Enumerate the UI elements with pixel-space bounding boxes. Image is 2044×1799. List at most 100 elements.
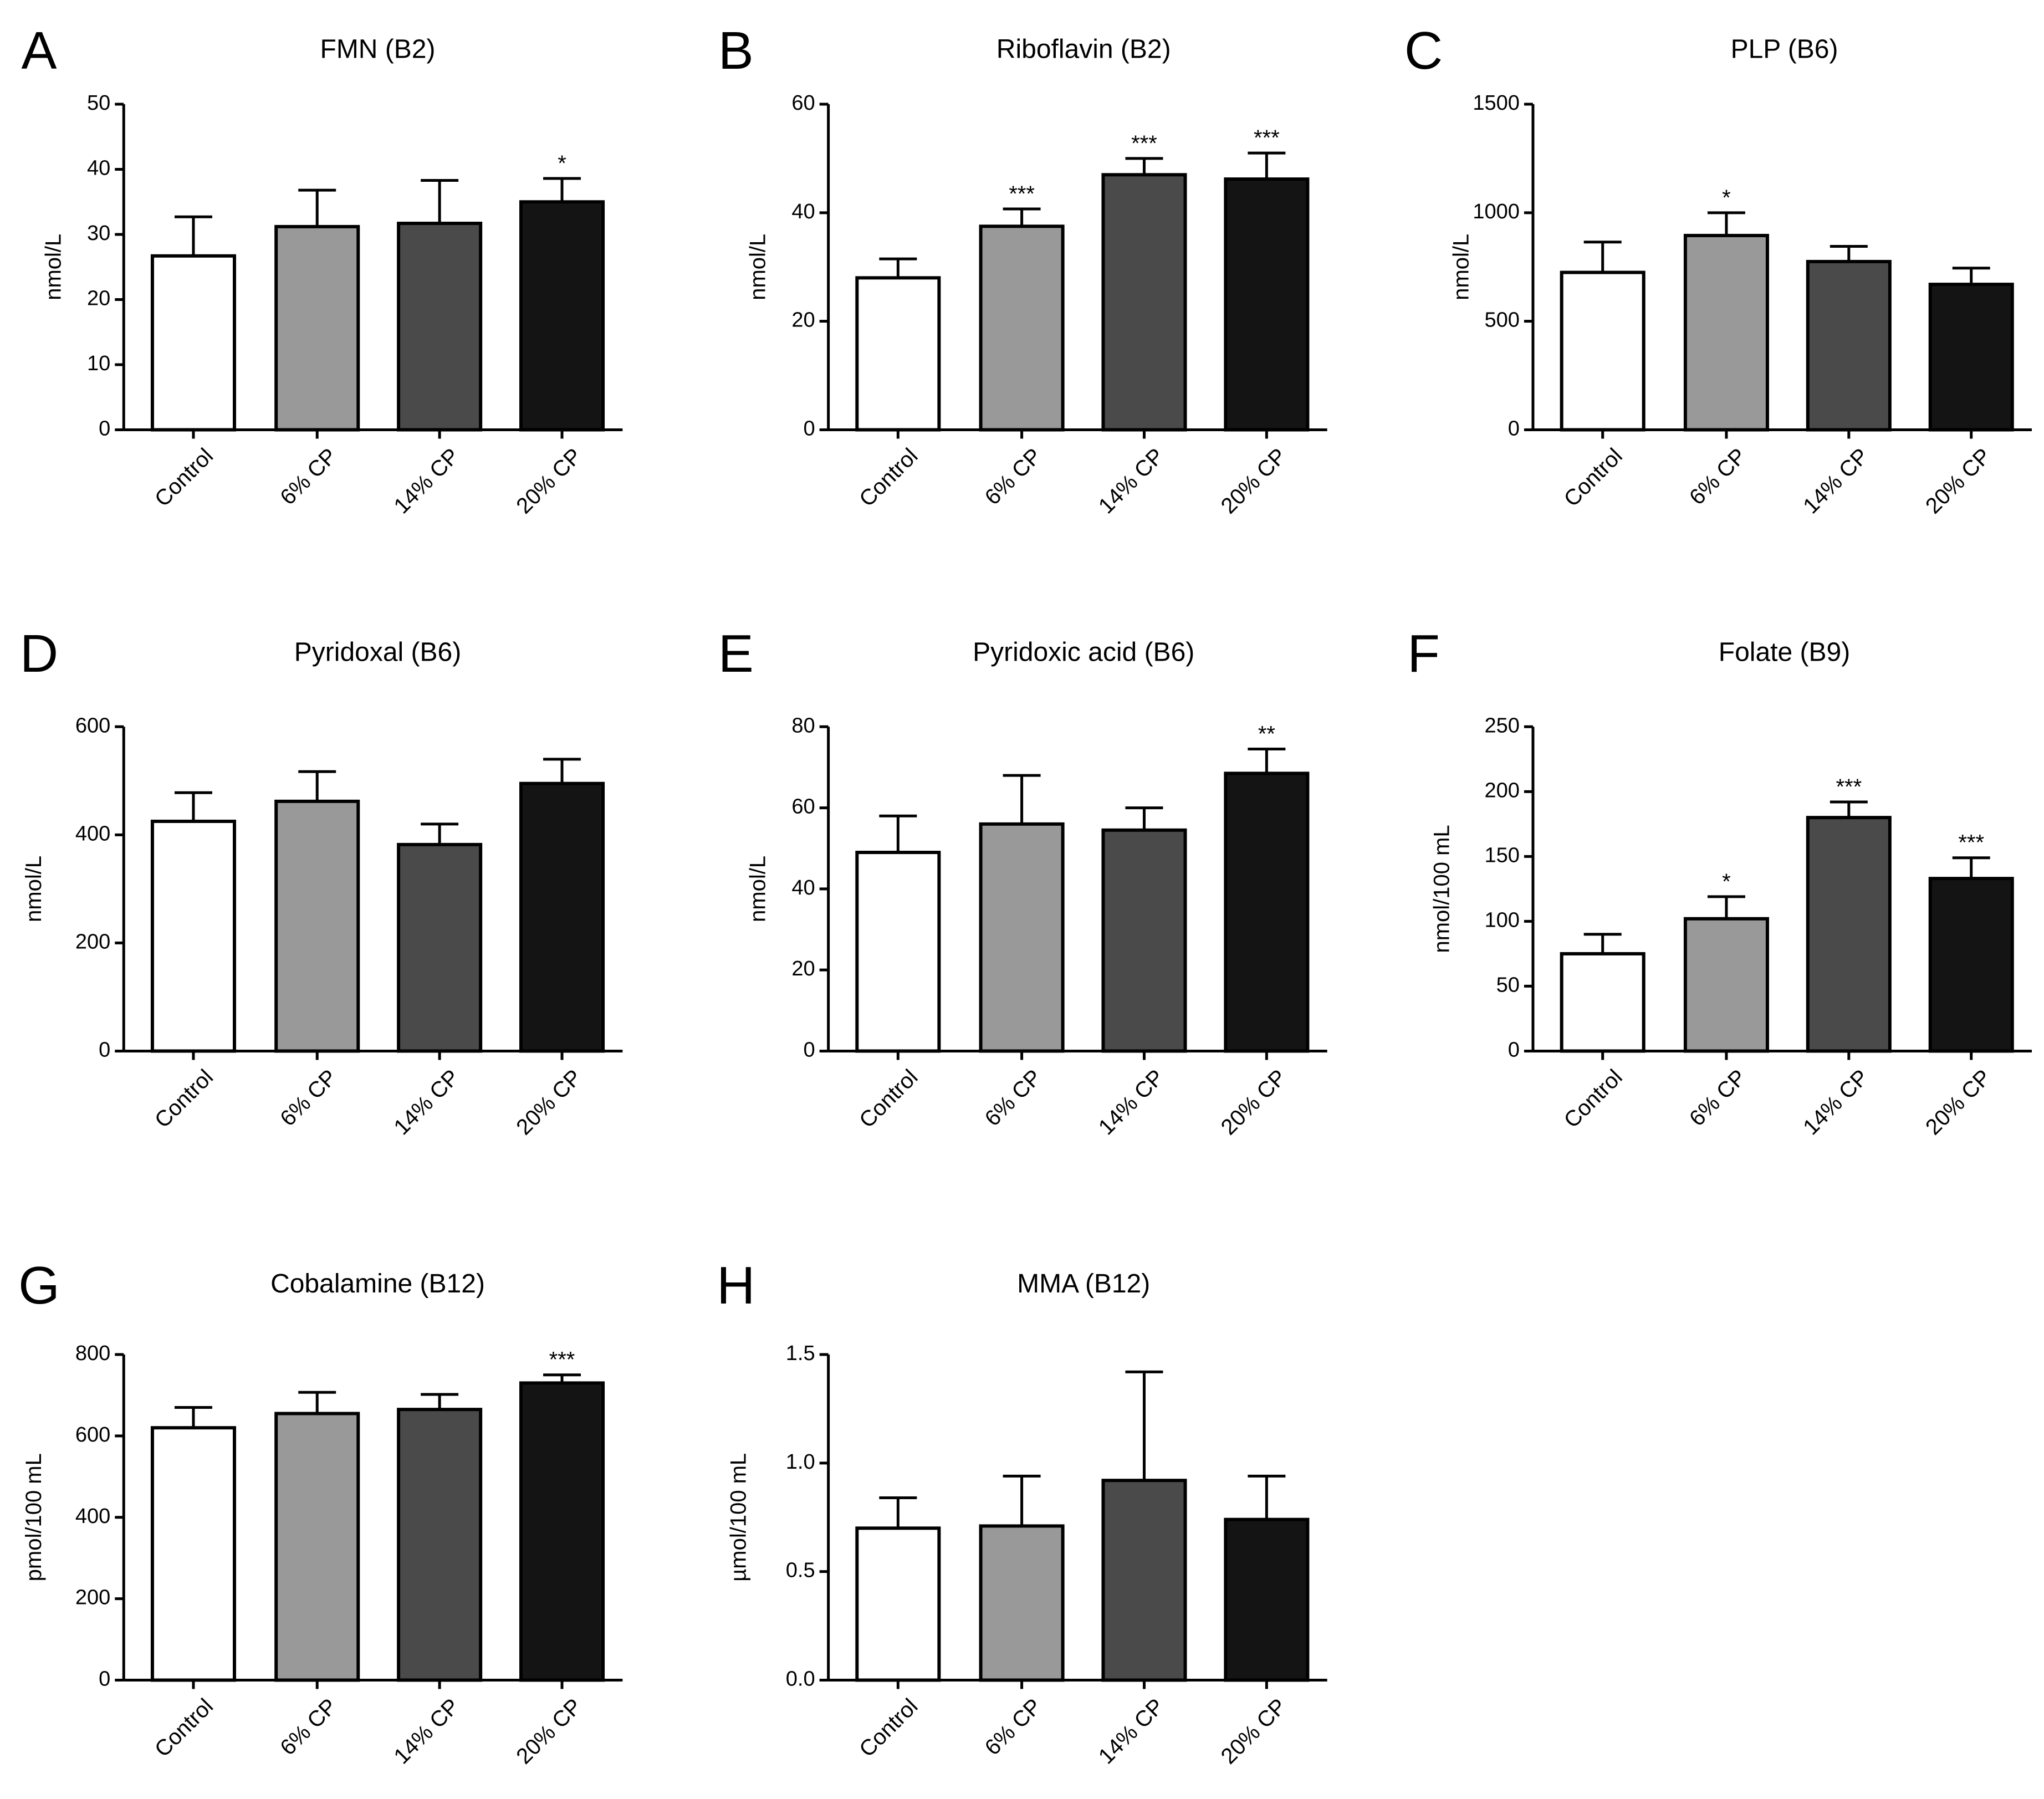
panel-h-bar	[855, 1526, 941, 1682]
panel-c-bar	[1560, 270, 1646, 432]
panel-a-ytick-label: 40	[87, 157, 110, 180]
panel-f-bar	[1560, 952, 1646, 1053]
panel-f-xtick-label: 20% CP	[1921, 1065, 1996, 1140]
panel-d-bar	[274, 799, 360, 1053]
panel-c-ytick-label: 0	[1508, 417, 1520, 441]
panel-a-ytick-label: 10	[87, 352, 110, 375]
panel-f-ytick-label: 100	[1485, 908, 1520, 932]
panel-h-ytick-label: 0.0	[786, 1668, 815, 1691]
panel-f-ytick-label: 0	[1508, 1038, 1520, 1061]
panel-e-ytick-label: 20	[791, 957, 815, 980]
panel-h-xtick-label: 6% CP	[980, 1694, 1046, 1760]
panel-b-bar	[1224, 177, 1310, 432]
panel-b-xtick-label: 20% CP	[1217, 444, 1291, 519]
panel-c-letter: C	[1404, 21, 1443, 80]
panel-f-xtick-label: 14% CP	[1798, 1065, 1873, 1140]
panel-e-bar	[855, 851, 941, 1053]
panel-c-xtick-label: Control	[1560, 444, 1627, 512]
panel-e-xtick-label: 20% CP	[1217, 1065, 1291, 1140]
panel-d-title: Pyridoxal (B6)	[294, 637, 461, 667]
panel-f-bar	[1928, 877, 2014, 1053]
panel-f-significance: *	[1722, 870, 1731, 894]
panel-d-bar	[519, 781, 605, 1053]
panel-d-ylabel: nmol/L	[22, 856, 46, 922]
panel-a-bar	[274, 224, 360, 432]
panel-a-letter: A	[21, 21, 57, 80]
panel-f-title: Folate (B9)	[1719, 637, 1850, 667]
panel-g-title: Cobalamine (B12)	[270, 1269, 485, 1299]
panel-a-bar	[150, 254, 237, 432]
panel-d-xtick-label: 6% CP	[275, 1065, 341, 1131]
panel-a-ytick-label: 50	[87, 91, 110, 115]
panel-c-ytick-label: 500	[1485, 309, 1520, 332]
panel-b-letter: B	[718, 21, 754, 80]
panel-f-significance: ***	[1836, 775, 1862, 799]
panel-b-xtick-label: 6% CP	[980, 444, 1046, 510]
panel-d-ytick-label: 0	[99, 1038, 110, 1061]
panel-a-xtick-label: Control	[150, 444, 218, 512]
panel-a-ytick-label: 20	[87, 287, 110, 310]
panel-a-xtick-label: 20% CP	[512, 444, 586, 519]
panel-f-bar	[1806, 816, 1892, 1053]
panel-c-ytick-label: 1500	[1473, 91, 1520, 115]
panel-b-ytick-label: 20	[791, 309, 815, 332]
panel-g-bar	[274, 1412, 360, 1682]
panel-b-bar	[855, 276, 941, 432]
panel-c-xtick-label: 6% CP	[1685, 444, 1751, 510]
panel-f-ytick-label: 250	[1485, 714, 1520, 737]
panel-a-bar	[519, 200, 605, 432]
panel-c-significance: *	[1722, 186, 1731, 210]
panel-d-xtick-label: 20% CP	[512, 1065, 586, 1140]
panel-d-ytick-label: 400	[75, 822, 110, 845]
panel-c-bar	[1806, 259, 1892, 432]
panel-c-xtick-label: 20% CP	[1921, 444, 1996, 519]
panel-e-ytick-label: 80	[791, 714, 815, 737]
panel-c-title: PLP (B6)	[1731, 34, 1838, 64]
panel-b-ytick-label: 0	[803, 417, 815, 441]
panel-f-ylabel: nmol/100 mL	[1429, 825, 1454, 953]
panel-g-letter: G	[18, 1256, 60, 1315]
panel-e-bar	[1101, 828, 1187, 1053]
panel-h-letter: H	[717, 1256, 755, 1315]
panel-f-bar	[1683, 917, 1769, 1053]
panel-d-ytick-label: 600	[75, 714, 110, 737]
panel-h-bar	[979, 1524, 1065, 1682]
panel-g-ytick-label: 200	[75, 1586, 110, 1609]
panel-g-ytick-label: 600	[75, 1423, 110, 1447]
panel-c-xtick-label: 14% CP	[1798, 444, 1873, 519]
panel-a-ylabel: nmol/L	[41, 234, 65, 300]
panel-e-title: Pyridoxic acid (B6)	[973, 637, 1194, 667]
panel-a-bar	[397, 222, 483, 432]
panel-b-title: Riboflavin (B2)	[997, 34, 1171, 64]
panel-h-title: MMA (B12)	[1017, 1269, 1150, 1299]
panel-d-ytick-label: 200	[75, 930, 110, 953]
panel-b-significance: ***	[1009, 182, 1035, 206]
panel-d-bar	[150, 819, 237, 1053]
panel-e-ylabel: nmol/L	[746, 856, 770, 922]
panel-g-xtick-label: 14% CP	[389, 1694, 464, 1769]
panel-e-ytick-label: 0	[803, 1038, 815, 1061]
panel-f-letter: F	[1407, 624, 1440, 683]
panel-a-xtick-label: 14% CP	[389, 444, 464, 519]
panel-b-xtick-label: Control	[855, 444, 922, 512]
panel-b-ylabel: nmol/L	[746, 234, 770, 300]
panel-g-ytick-label: 0	[99, 1668, 110, 1691]
panel-b-bar	[979, 224, 1065, 432]
panel-h-bar	[1224, 1517, 1310, 1682]
panel-g-ylabel: pmol/100 mL	[22, 1453, 46, 1581]
panel-f-ytick-label: 50	[1496, 973, 1520, 996]
panel-g-bar	[150, 1426, 237, 1682]
panel-a-xtick-label: 6% CP	[275, 444, 341, 510]
panel-g-significance: ***	[549, 1348, 575, 1372]
panel-g-ytick-label: 400	[75, 1505, 110, 1528]
panel-e-ytick-label: 40	[791, 876, 815, 899]
panel-f-xtick-label: Control	[1560, 1065, 1627, 1133]
panel-g-ytick-label: 800	[75, 1342, 110, 1365]
panel-g-xtick-label: Control	[150, 1694, 218, 1762]
panel-d-letter: D	[20, 624, 58, 683]
panel-f-ytick-label: 150	[1485, 844, 1520, 867]
panel-e-letter: E	[718, 624, 754, 683]
panel-c-ylabel: nmol/L	[1449, 234, 1474, 300]
panel-c-ytick-label: 1000	[1473, 200, 1520, 223]
panel-h-xtick-label: 14% CP	[1094, 1694, 1169, 1769]
